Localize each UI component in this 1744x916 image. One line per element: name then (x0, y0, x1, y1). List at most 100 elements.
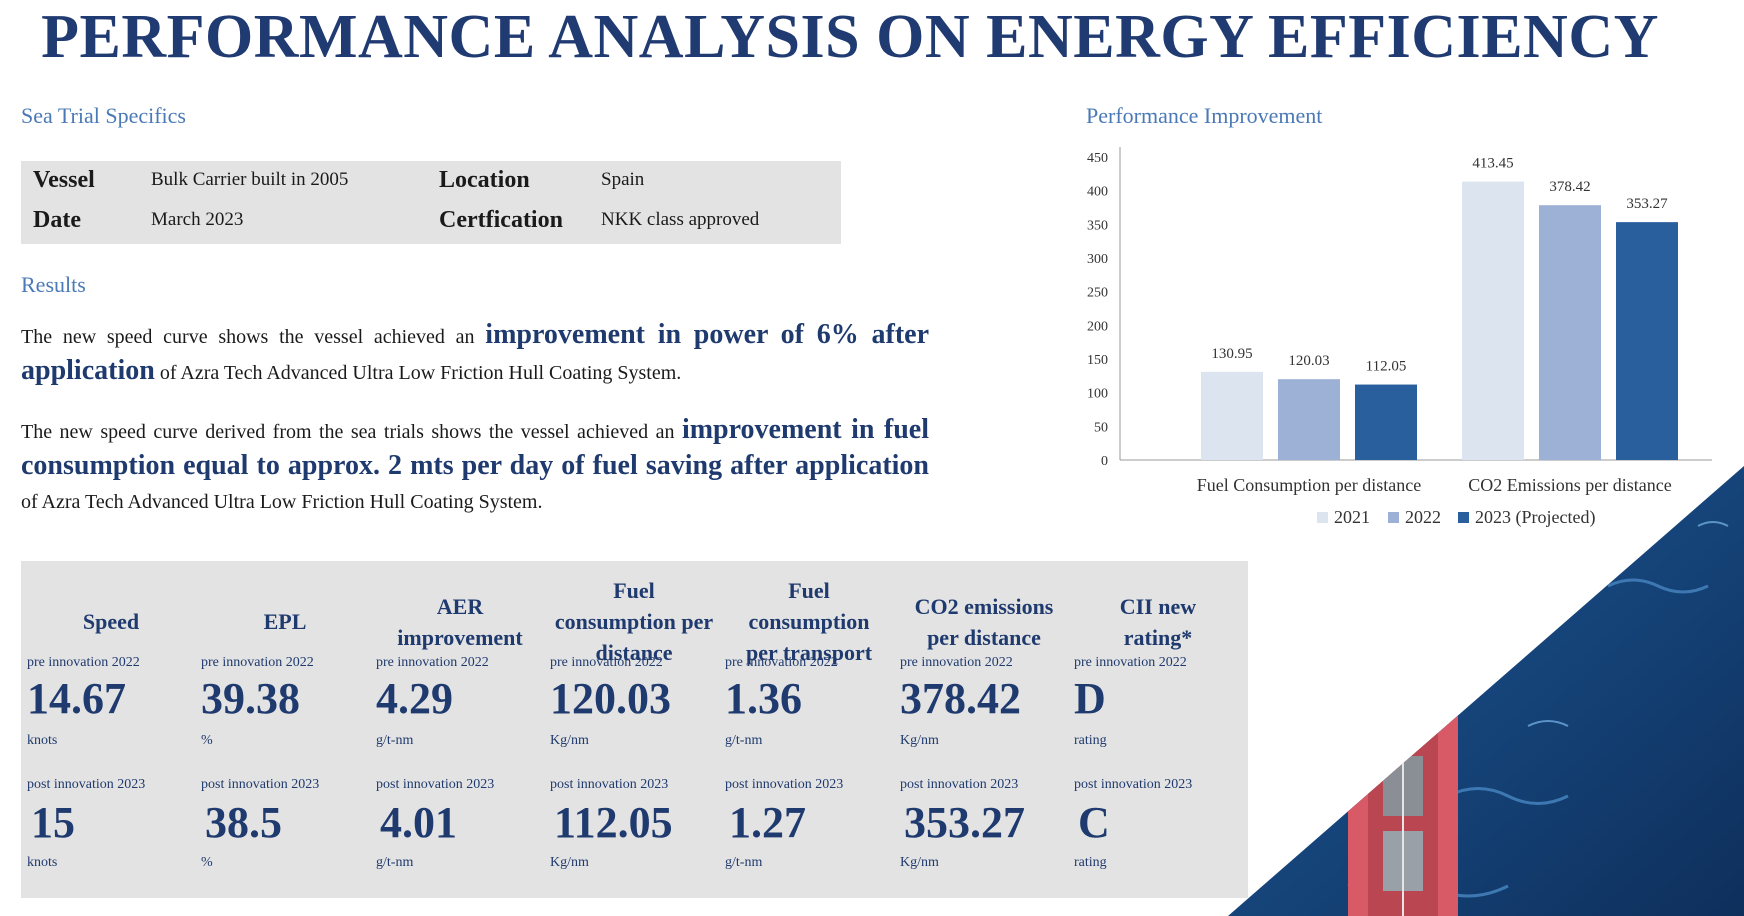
y-tick-label: 100 (1087, 387, 1108, 402)
post-innovation-unit: Kg/nm (900, 855, 939, 870)
pre-innovation-label: pre innovation 2022 (725, 655, 838, 670)
bar-data-label: 130.95 (1211, 346, 1252, 362)
pre-innovation-unit: g/t-nm (376, 733, 414, 748)
bar-data-label: 353.27 (1626, 196, 1668, 212)
metric-card-title-line: Fuel (613, 578, 655, 603)
bar (1462, 181, 1524, 460)
bar-data-label: 120.03 (1288, 353, 1329, 369)
legend-swatch (1317, 512, 1328, 523)
vessel-label: Vessel (33, 167, 95, 193)
y-tick-label: 300 (1087, 252, 1108, 267)
result-power-tail: of Azra Tech Advanced Ultra Low Friction… (154, 362, 682, 384)
post-innovation-value: 4.01 (380, 798, 457, 847)
bar (1355, 384, 1417, 460)
y-tick-label: 350 (1087, 218, 1108, 233)
post-innovation-value: 15 (31, 798, 75, 847)
pre-innovation-value: 39.38 (201, 674, 300, 723)
post-innovation-unit: knots (27, 855, 58, 870)
bar-data-label: 413.45 (1472, 156, 1513, 172)
performance-chart: 0 50 100 150 200 250 300 350 400 450 130.95 120.03 1… (1080, 140, 1720, 550)
metric-card-title-line: EPL (263, 609, 307, 634)
metric-card-title-line: CII new (1119, 594, 1197, 619)
sea-trial-specs-box: Vessel Bulk Carrier built in 2005 Locati… (21, 161, 841, 244)
post-innovation-unit: % (201, 855, 213, 870)
post-innovation-label: post innovation 2023 (27, 777, 146, 792)
pre-innovation-value: 14.67 (27, 674, 126, 723)
post-innovation-unit: Kg/nm (550, 855, 589, 870)
metric-card-title-line: rating* (1123, 625, 1193, 650)
pre-innovation-label: pre innovation 2022 (201, 655, 314, 670)
metric-card: AER improvement pre innovation 2022 4.29 g/t… (370, 561, 550, 898)
result-power-text: The new speed curve shows the vessel ach… (21, 326, 486, 348)
post-innovation-label: post innovation 2023 (1074, 777, 1193, 792)
y-tick-label: 200 (1087, 319, 1108, 334)
result-power-highlight: improvement in power of 6% after applica… (21, 319, 929, 386)
metric-card-title: EPL (195, 606, 375, 637)
result-fuel-text: The new speed curve derived from the sea… (21, 421, 682, 443)
post-innovation-label: post innovation 2023 (725, 777, 844, 792)
pre-innovation-label: pre innovation 2022 (27, 655, 140, 670)
bar (1201, 371, 1263, 460)
location-label: Location (439, 167, 530, 193)
metric-card-title-line: improvement (397, 625, 523, 650)
result-fuel-highlight: improvement in fuel consumption equal to… (21, 414, 929, 481)
legend-swatch (1388, 512, 1399, 523)
bar-data-label: 112.05 (1366, 359, 1407, 375)
pre-innovation-label: pre innovation 2022 (900, 655, 1013, 670)
pre-innovation-value: D (1074, 674, 1106, 723)
post-innovation-value: 353.27 (904, 798, 1025, 847)
legend-label: 2021 (1334, 507, 1370, 527)
y-tick-label: 400 (1087, 185, 1108, 200)
pre-innovation-value: 378.42 (900, 674, 1021, 723)
pre-innovation-label: pre innovation 2022 (550, 655, 663, 670)
metric-card-title: AER improvement (370, 591, 550, 653)
post-innovation-value: 38.5 (205, 798, 282, 847)
metric-card-title: CO2 emissions per distance (894, 591, 1074, 653)
date-value: March 2023 (151, 209, 244, 230)
post-innovation-unit: g/t-nm (376, 855, 414, 870)
metric-card: Speed pre innovation 2022 14.67 knots post i… (21, 561, 201, 898)
pre-innovation-unit: rating (1074, 733, 1107, 748)
post-innovation-label: post innovation 2023 (550, 777, 669, 792)
metric-card-title-line: consumption per (554, 609, 714, 634)
y-tick-label: 150 (1087, 353, 1108, 368)
metric-card-title-line: Speed (82, 609, 140, 634)
post-innovation-label: post innovation 2023 (900, 777, 1019, 792)
post-innovation-value: 1.27 (729, 798, 806, 847)
metric-card: CO2 emissions per distance pre innovation … (894, 561, 1074, 898)
pre-innovation-unit: % (201, 733, 213, 748)
post-innovation-unit: g/t-nm (725, 855, 763, 870)
legend-label: 2023 (Projected) (1475, 507, 1595, 528)
results-heading: Results (21, 272, 86, 297)
legend-label: 2022 (1405, 507, 1441, 527)
post-innovation-label: post innovation 2023 (201, 777, 320, 792)
metric-card-title: Fuel consumption per distance (544, 575, 724, 668)
y-tick-label: 250 (1087, 286, 1108, 301)
legend-swatch (1458, 512, 1469, 523)
metric-card: Fuel consumption per transport pre innovati… (719, 561, 899, 898)
certification-label: Certfication (439, 207, 563, 233)
pre-innovation-value: 1.36 (725, 674, 802, 723)
pre-innovation-unit: g/t-nm (725, 733, 763, 748)
post-innovation-value: 112.05 (554, 798, 673, 847)
bar (1616, 222, 1678, 460)
pre-innovation-unit: Kg/nm (550, 733, 589, 748)
metric-card-title: Fuel consumption per transport (719, 575, 899, 668)
y-tick-label: 50 (1094, 420, 1108, 435)
location-value: Spain (601, 169, 645, 190)
metric-card-title-line: Fuel (788, 578, 830, 603)
metric-card-title-line: per transport (745, 640, 873, 665)
post-innovation-value: C (1078, 798, 1110, 847)
pre-innovation-value: 120.03 (550, 674, 671, 723)
pre-innovation-label: pre innovation 2022 (1074, 655, 1187, 670)
y-tick-label: 0 (1101, 454, 1108, 469)
pre-innovation-unit: Kg/nm (900, 733, 939, 748)
chart-heading: Performance Improvement (1086, 103, 1323, 128)
y-tick-label: 450 (1087, 151, 1108, 166)
metric-card-title-line: AER (436, 594, 484, 619)
result-paragraph-fuel: The new speed curve derived from the sea… (21, 413, 929, 519)
metric-card-title-line: per distance (927, 625, 1041, 650)
bar (1278, 379, 1340, 460)
bar-data-label: 378.42 (1549, 179, 1590, 195)
